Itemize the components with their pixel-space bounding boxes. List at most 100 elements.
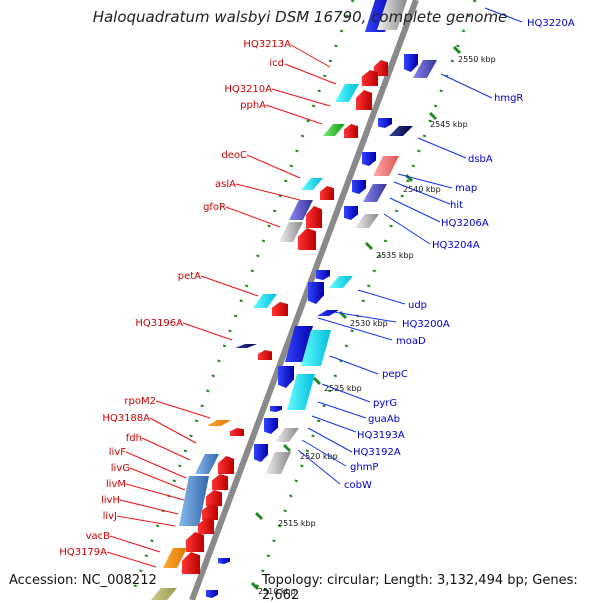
gene-feature <box>378 118 392 128</box>
right-dotted-track <box>250 0 477 600</box>
leader-line <box>297 449 341 485</box>
gene-feature <box>323 124 345 136</box>
gene-feature <box>362 152 376 166</box>
gene-feature <box>329 276 353 288</box>
gene-label: deoC <box>221 150 247 161</box>
gene-feature <box>212 474 228 490</box>
gene-label: dsbA <box>468 154 493 165</box>
gene-feature <box>344 124 358 138</box>
leader-line <box>149 417 197 444</box>
gene-feature <box>389 126 413 136</box>
gene-feature <box>316 270 330 280</box>
gene-feature <box>289 200 313 220</box>
kbp-tick-mark <box>312 376 322 386</box>
gene-feature <box>235 344 257 348</box>
kbp-tick-mark <box>364 241 374 251</box>
gene-feature <box>301 178 323 190</box>
gene-label: moaD <box>396 336 426 347</box>
gene-label: vacB <box>86 531 111 542</box>
gene-label: livG <box>111 463 130 474</box>
gene-feature <box>355 214 379 228</box>
gene-feature <box>163 548 187 568</box>
kbp-tick-label: 2540 kbp <box>403 185 441 194</box>
leader-line <box>125 483 185 501</box>
leader-line <box>333 311 397 323</box>
kbp-tick-mark <box>250 581 260 591</box>
gene-feature <box>373 156 399 176</box>
kbp-tick-mark <box>452 45 462 55</box>
genome-title: Haloquadratum walsbyi DSM 16790, complet… <box>92 8 508 26</box>
leader-line <box>125 451 187 479</box>
gene-feature <box>230 428 244 436</box>
leader-line <box>116 515 176 527</box>
leader-line <box>321 383 371 403</box>
gene-label: aslA <box>215 179 236 190</box>
gene-feature <box>287 374 315 410</box>
gene-label: pyrG <box>373 398 397 409</box>
leader-line <box>141 437 191 461</box>
leader-line <box>119 499 179 515</box>
gene-feature <box>254 444 268 462</box>
gene-feature <box>362 70 378 86</box>
leader-line <box>307 427 353 453</box>
gene-label: map <box>455 183 477 194</box>
kbp-tick-label: 2510 kbp <box>258 587 296 596</box>
kbp-tick-label: 2535 kbp <box>376 251 414 260</box>
leader-line <box>106 551 157 568</box>
gene-feature <box>278 366 294 388</box>
kbp-tick-label: 2550 kbp <box>458 55 496 64</box>
gene-feature <box>218 558 230 564</box>
gene-label: rpoM2 <box>124 396 156 407</box>
leader-line <box>417 137 467 159</box>
gene-feature <box>151 588 177 600</box>
leader-line <box>182 322 233 341</box>
kbp-tick-mark <box>428 111 438 121</box>
gene-feature <box>275 428 299 442</box>
gene-label: HQ3188A <box>102 413 150 424</box>
gene-feature <box>195 454 219 474</box>
left-dotted-track <box>128 0 355 600</box>
genome-backbone <box>189 0 419 600</box>
gene-feature <box>279 222 303 242</box>
gene-feature <box>202 504 218 520</box>
leader-line <box>397 173 453 189</box>
gene-feature <box>363 184 387 202</box>
gene-label: gfoR <box>203 202 226 213</box>
gene-label: livM <box>106 479 126 490</box>
gene-feature <box>374 60 388 76</box>
leader-line <box>329 355 379 375</box>
gene-label: fdh <box>126 433 142 444</box>
gene-feature <box>206 490 222 506</box>
gene-feature <box>344 206 358 220</box>
gene-feature <box>317 310 339 316</box>
leader-line <box>129 467 186 491</box>
gene-label: HQ3204A <box>432 240 480 251</box>
leader-line <box>389 197 441 223</box>
gene-label: udp <box>408 300 427 311</box>
gene-label: HQ3192A <box>353 447 401 458</box>
gene-feature <box>335 84 359 102</box>
gene-feature <box>198 518 214 534</box>
gene-label: HQ3196A <box>135 318 183 329</box>
gene-label: HQ3210A <box>224 84 272 95</box>
gene-label: HQ3193A <box>357 430 405 441</box>
gene-label: guaAb <box>368 414 400 425</box>
gene-feature <box>253 294 277 308</box>
gene-feature <box>285 326 313 362</box>
leader-line <box>317 317 393 341</box>
leader-line <box>440 73 493 99</box>
leader-line <box>290 44 331 68</box>
gene-feature <box>352 180 366 194</box>
gene-label: HQ3206A <box>441 218 489 229</box>
kbp-tick-label: 2515 kbp <box>278 519 316 528</box>
leader-line <box>109 535 161 553</box>
gene-feature <box>301 330 331 366</box>
gene-label: hmgR <box>494 93 523 104</box>
leader-line <box>200 275 259 297</box>
accession-text: Accession: NC_008212 <box>9 573 157 588</box>
gene-feature <box>264 418 278 434</box>
leader-line <box>265 104 323 125</box>
leader-line <box>311 415 357 433</box>
gene-label: HQ3200A <box>402 319 450 330</box>
